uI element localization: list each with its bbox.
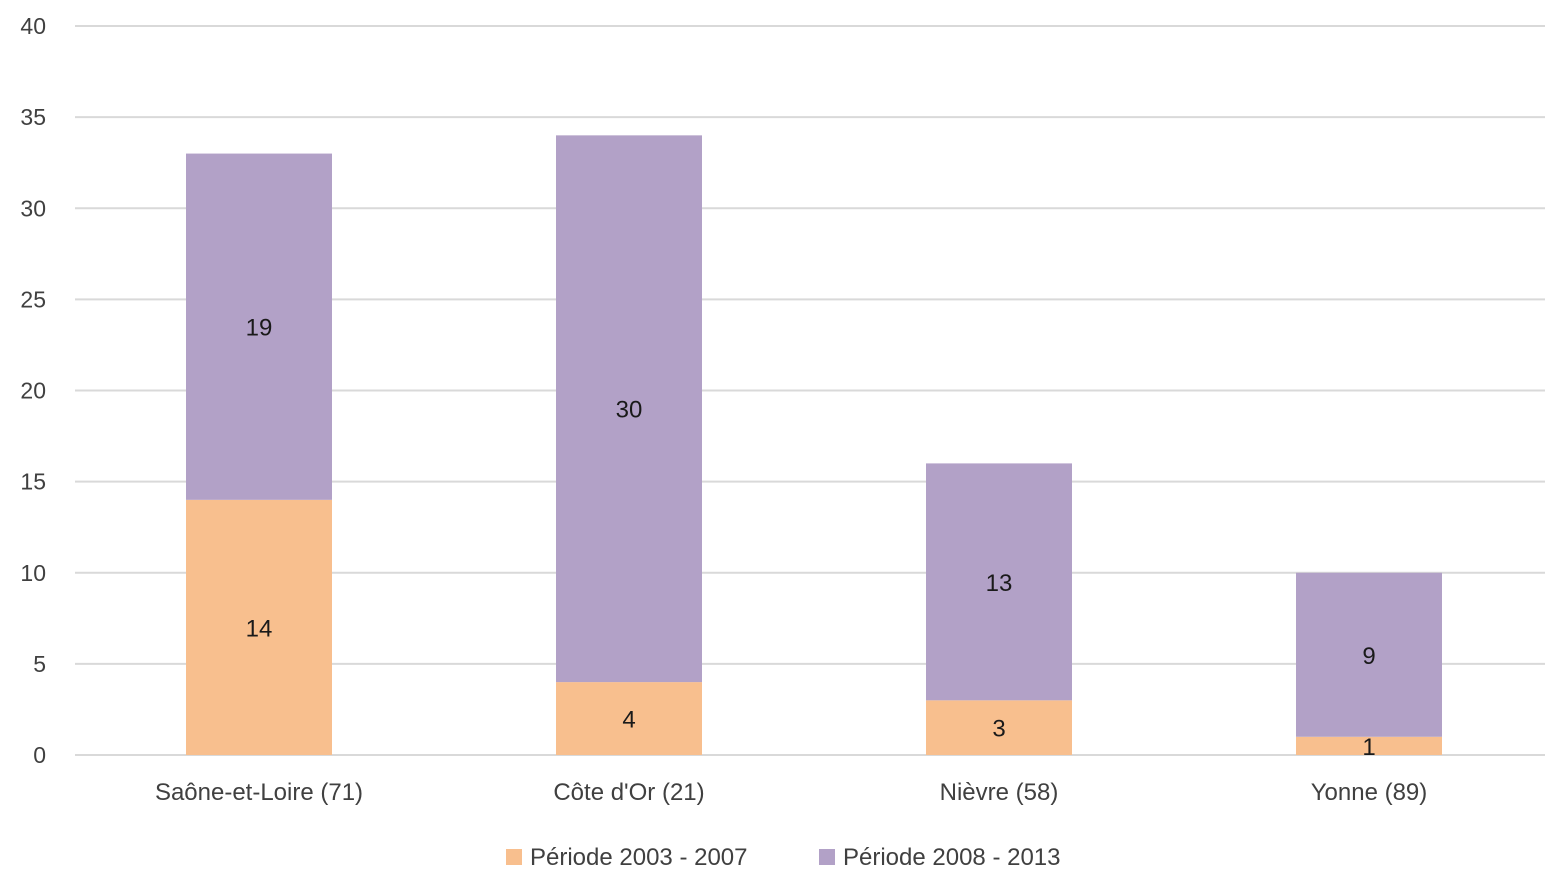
- bar-segment: [926, 700, 1072, 755]
- y-tick-label: 40: [20, 13, 46, 39]
- y-tick-label: 5: [33, 651, 46, 677]
- x-category-label: Yonne (89): [1311, 779, 1428, 806]
- bar-segment: [556, 682, 702, 755]
- data-label: 14: [246, 615, 273, 642]
- y-tick-label: 35: [20, 104, 46, 130]
- legend: Période 2003 - 2007 Période 2008 - 2013: [506, 844, 1061, 871]
- data-label: 9: [1362, 643, 1375, 670]
- legend-swatch: [506, 849, 522, 865]
- data-label: 4: [622, 707, 635, 734]
- y-tick-label: 15: [20, 469, 46, 495]
- bar-segment: [186, 153, 332, 500]
- data-label: 30: [616, 397, 643, 424]
- data-label: 19: [246, 315, 273, 342]
- x-category-label: Nièvre (58): [940, 779, 1059, 806]
- legend-label: Période 2008 - 2013: [843, 844, 1061, 869]
- legend-label: Période 2003 - 2007: [530, 844, 748, 869]
- x-axis-categories: Saône-et-Loire (71) Côte d'Or (21) Nièvre …: [155, 779, 1427, 806]
- bar-segment: [556, 135, 702, 683]
- y-tick-label: 30: [20, 195, 46, 221]
- data-label: 13: [986, 570, 1013, 597]
- bar-segment: [186, 499, 332, 755]
- legend-swatch: [819, 849, 835, 865]
- data-label: 1: [1362, 734, 1375, 761]
- bar-segment: [1296, 736, 1442, 755]
- bar-segment: [926, 463, 1072, 701]
- legend-item: Période 2003 - 2007: [506, 844, 748, 871]
- data-label: 3: [992, 716, 1005, 743]
- bars: [186, 135, 1442, 755]
- y-tick-label: 0: [33, 742, 46, 768]
- y-tick-label: 10: [20, 560, 46, 586]
- bar-segment: [1296, 572, 1442, 737]
- y-tick-label: 25: [20, 286, 46, 312]
- x-category-label: Côte d'Or (21): [553, 779, 704, 806]
- legend-item: Période 2008 - 2013: [819, 844, 1061, 871]
- x-category-label: Saône-et-Loire (71): [155, 779, 363, 806]
- y-axis-ticks: 0 5 10 15 20 25 30 35 40: [20, 13, 46, 768]
- y-tick-label: 20: [20, 378, 46, 404]
